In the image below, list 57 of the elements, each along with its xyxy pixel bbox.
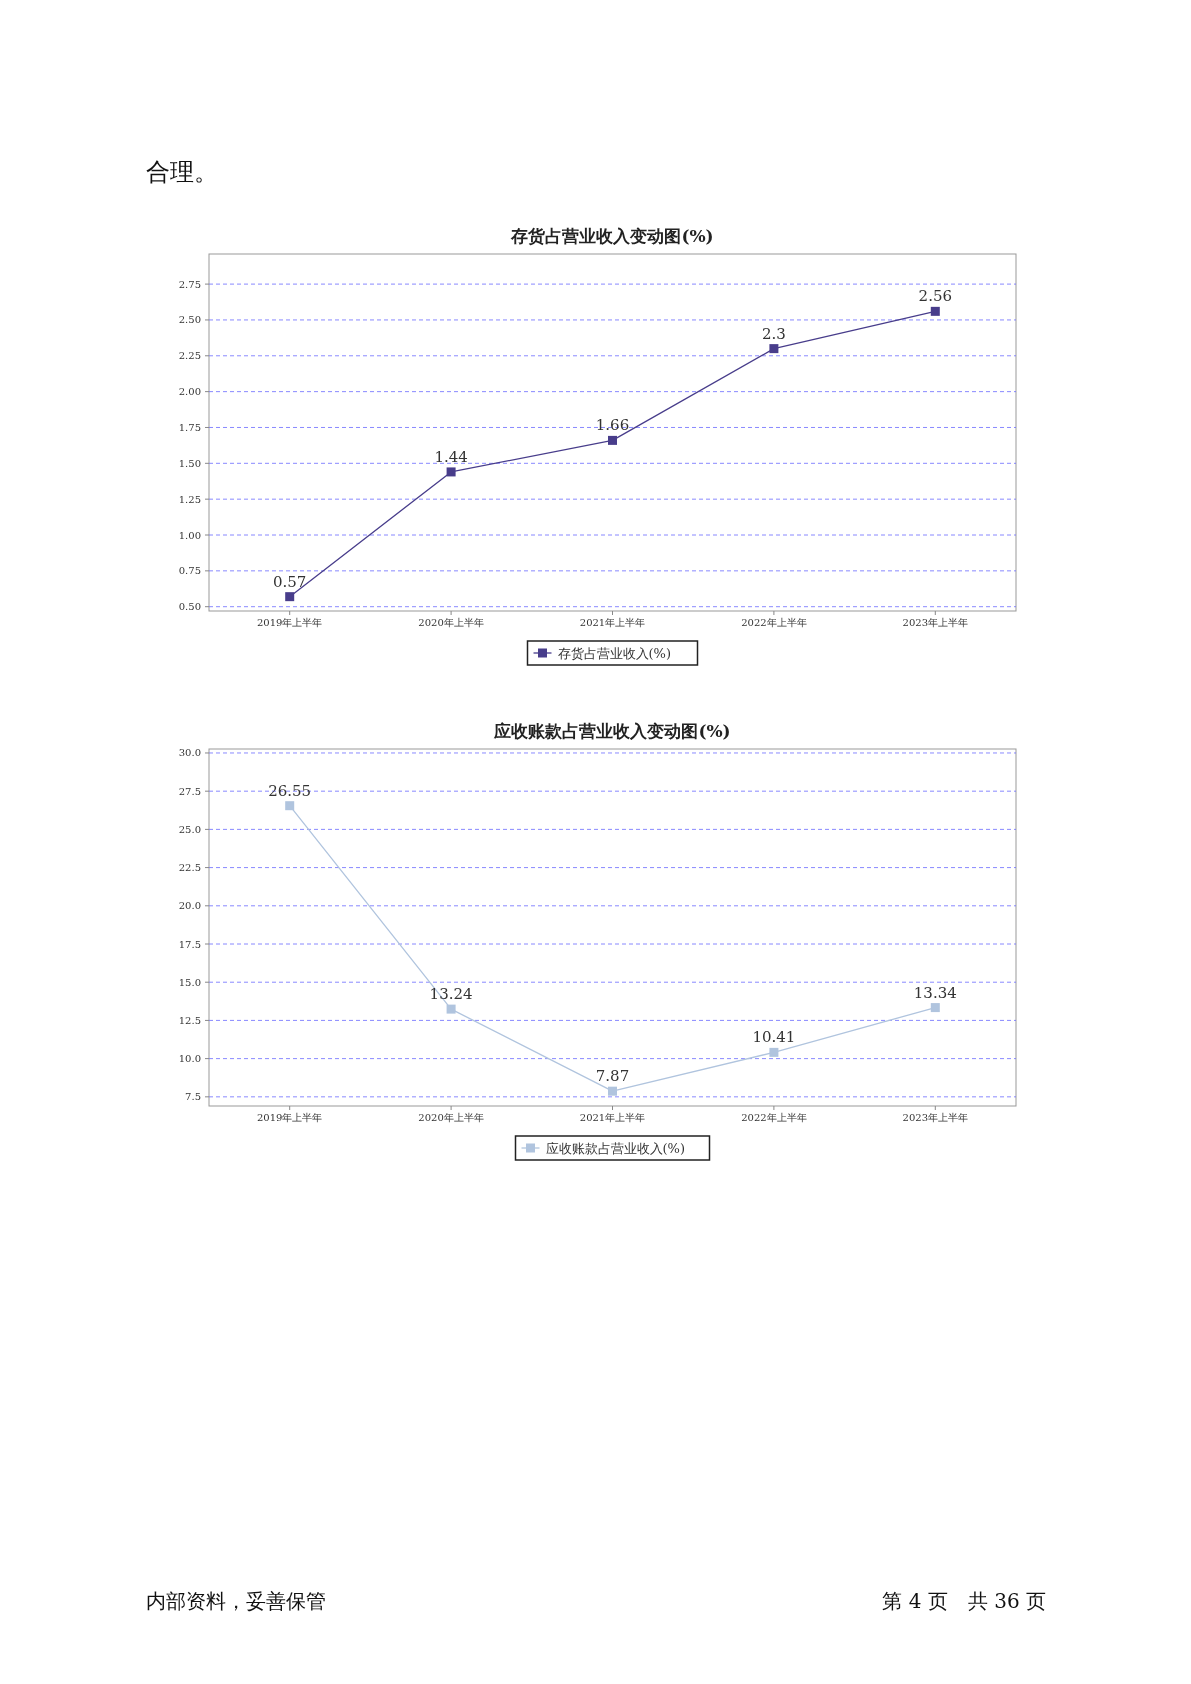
y-tick-label: 0.75 (178, 565, 201, 577)
y-tick-label: 2.25 (178, 350, 201, 362)
y-tick-label: 30.0 (178, 747, 201, 759)
point (446, 467, 456, 477)
y-tick-label: 1.00 (178, 529, 201, 541)
point (769, 344, 779, 354)
y-tick-label: 1.75 (178, 421, 201, 433)
x-tick-label: 2022年上半年 (741, 617, 807, 628)
x-tick-label: 2021年上半年 (579, 617, 646, 628)
data-label: 26.55 (268, 781, 312, 800)
y-tick-label: 12.5 (178, 1014, 201, 1026)
point (608, 435, 617, 445)
legend-label: 存货占营业收入(%) (557, 645, 671, 661)
y-tick-label: 0.50 (178, 601, 201, 613)
chart-title: 存货占营业收入变动图(%) (510, 226, 714, 246)
data-label: 10.41 (752, 1028, 796, 1047)
x-tick-label: 2023年上半年 (902, 617, 969, 628)
point (285, 801, 295, 811)
legend-label: 应收账款占营业收入(%) (545, 1140, 685, 1156)
y-tick-label: 2.50 (178, 314, 201, 326)
y-tick-label: 15.0 (178, 976, 201, 988)
data-label: 2.3 (761, 324, 786, 343)
chart-title: 应收账款占营业收入变动图(%) (493, 721, 731, 741)
y-tick-label: 20.0 (178, 900, 201, 912)
y-tick-label: 22.5 (178, 862, 201, 874)
point (285, 592, 295, 602)
point (446, 1004, 456, 1014)
data-label: 13.24 (429, 985, 473, 1004)
data-label: 7.87 (595, 1067, 630, 1086)
point (930, 306, 940, 316)
data-label: 0.57 (273, 572, 307, 591)
point (608, 1086, 617, 1096)
y-tick-label: 10.0 (178, 1053, 201, 1065)
y-tick-label: 27.5 (178, 785, 201, 797)
text: 合理。 (146, 158, 218, 186)
y-tick-label: 2.75 (178, 278, 201, 290)
x-tick-label: 2019年上半年 (256, 617, 323, 628)
y-tick-label: 17.5 (178, 938, 201, 950)
x-tick-label: 2023年上半年 (902, 1112, 969, 1123)
x-tick-label: 2019年上半年 (256, 1112, 323, 1123)
text: 第 4 页 共 36 页 (882, 1589, 1046, 1613)
x-tick-label: 2020年上半年 (418, 617, 484, 628)
x-tick-label: 2022年上半年 (741, 1112, 807, 1123)
data-label: 2.56 (918, 287, 952, 306)
data-label: 1.44 (434, 447, 468, 466)
y-tick-label: 1.25 (178, 493, 201, 505)
point (769, 1047, 779, 1057)
y-tick-label: 2.00 (178, 386, 201, 398)
y-tick-label: 7.5 (185, 1091, 201, 1103)
x-tick-label: 2021年上半年 (579, 1112, 646, 1123)
x-tick-label: 2020年上半年 (418, 1112, 484, 1123)
text: 内部资料，妥善保管 (146, 1589, 326, 1613)
y-tick-label: 25.0 (178, 823, 201, 835)
point (930, 1003, 940, 1013)
data-label: 13.34 (913, 983, 957, 1002)
data-label: 1.66 (595, 416, 630, 435)
y-tick-label: 1.50 (178, 457, 201, 469)
